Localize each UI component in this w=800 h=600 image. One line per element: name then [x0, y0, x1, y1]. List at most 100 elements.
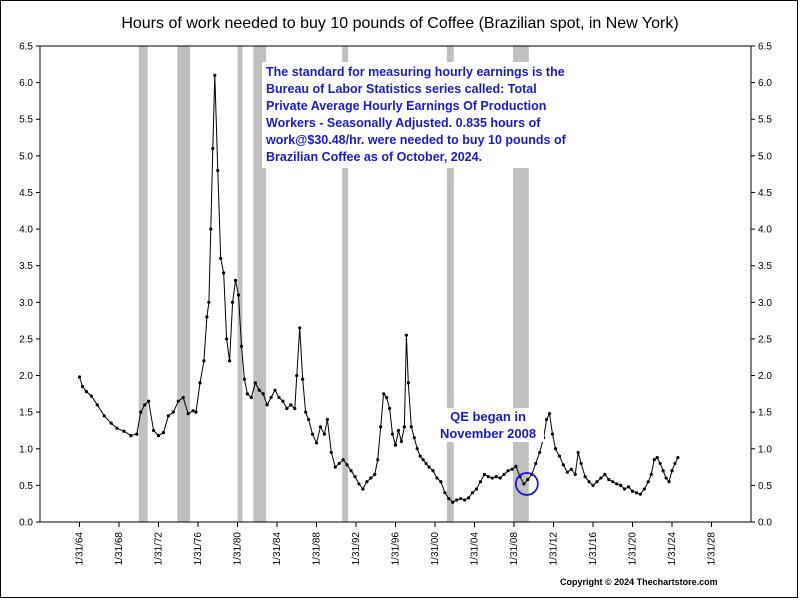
data-point	[245, 392, 249, 396]
data-point	[285, 406, 289, 411]
data-point	[379, 425, 383, 429]
data-point	[510, 467, 514, 471]
x-tick-label: 1/31/72	[154, 532, 165, 566]
y-tick-label-left: 4.5	[19, 188, 33, 199]
annotation-note: The standard for measuring hourly earnin…	[262, 62, 580, 168]
data-point	[176, 399, 180, 403]
x-tick-label: 1/31/80	[233, 532, 244, 566]
data-point	[623, 487, 627, 491]
data-point	[393, 443, 398, 447]
y-tick-label-left: 3.5	[19, 261, 33, 272]
data-point	[396, 428, 401, 433]
data-point	[490, 476, 494, 480]
data-point	[599, 476, 603, 480]
x-tick-label: 1/31/84	[272, 532, 283, 566]
y-tick-label-left: 2.0	[19, 371, 33, 382]
data-point	[307, 417, 311, 422]
x-tick-label: 1/31/16	[588, 532, 599, 566]
data-point	[619, 483, 623, 487]
data-point	[191, 409, 195, 413]
x-tick-label: 1/31/64	[75, 532, 86, 566]
data-point	[329, 450, 333, 455]
y-tick-label-right: 3.5	[758, 261, 772, 272]
data-point	[494, 474, 498, 479]
data-point	[233, 278, 238, 282]
data-point	[565, 470, 569, 474]
data-point	[474, 487, 479, 491]
data-point	[151, 428, 156, 433]
data-point	[298, 326, 302, 330]
data-point	[676, 455, 680, 460]
data-point	[482, 472, 486, 476]
y-tick-label-left: 1.0	[19, 444, 33, 455]
x-tick-label: 1/31/24	[667, 532, 678, 566]
data-point	[289, 403, 293, 407]
data-point	[365, 480, 369, 484]
y-tick-label-right: 1.5	[758, 408, 772, 419]
data-point	[538, 450, 542, 455]
data-point	[293, 406, 297, 411]
recession-band-2	[177, 46, 191, 522]
data-point	[115, 426, 119, 430]
data-point	[139, 410, 143, 414]
y-tick-label-right: 6.0	[758, 78, 772, 89]
x-tick-label: 1/31/20	[628, 532, 639, 566]
data-point	[587, 480, 591, 484]
data-point	[333, 465, 337, 469]
data-point	[569, 467, 573, 471]
y-tick-label-left: 5.0	[19, 151, 33, 162]
data-point	[273, 388, 277, 392]
data-point	[337, 461, 341, 466]
data-point	[402, 425, 406, 429]
data-point	[102, 414, 106, 418]
data-point	[295, 373, 299, 378]
data-point	[310, 432, 315, 436]
data-point	[186, 412, 190, 416]
y-tick-label-left: 6.5	[19, 42, 33, 53]
data-point	[664, 476, 668, 480]
data-point	[387, 406, 392, 411]
data-point	[451, 500, 455, 504]
data-point	[470, 491, 475, 495]
data-point	[89, 394, 93, 398]
data-point	[269, 395, 273, 400]
data-point	[202, 359, 206, 363]
data-point	[281, 399, 285, 403]
x-tick-label: 1/31/92	[351, 532, 362, 566]
data-point	[373, 472, 377, 476]
data-point	[547, 412, 552, 416]
y-tick-label-left: 5.5	[19, 115, 33, 126]
data-point	[261, 392, 265, 396]
data-point	[595, 480, 599, 484]
y-axis-right: 0.0 0.5 1.0 1.5 2.0 2.5 3.0 3.5 4.0 4.5 5.0 5.5 6.0 6…	[751, 42, 772, 529]
data-point	[253, 381, 257, 385]
data-point	[147, 399, 151, 403]
data-point	[658, 461, 662, 466]
y-tick-label-right: 0.0	[758, 518, 772, 529]
data-point	[421, 458, 425, 462]
data-point	[603, 472, 607, 476]
annotation-qe-label: QE began in November 2008	[432, 408, 544, 442]
data-point	[77, 375, 82, 379]
data-point	[318, 425, 323, 429]
data-point	[345, 463, 349, 467]
data-point	[249, 395, 253, 400]
data-point	[661, 469, 665, 473]
data-point	[591, 483, 595, 487]
data-point	[478, 480, 483, 484]
x-axis: 1/31/64 1/31/68 1/31/72 1/31/76 1/31/80 1/31/…	[75, 522, 718, 565]
data-point	[439, 480, 443, 484]
data-point	[652, 458, 656, 462]
data-point	[314, 441, 319, 445]
data-point	[431, 469, 435, 473]
data-point	[80, 384, 85, 389]
data-point	[301, 377, 305, 381]
data-point	[412, 436, 416, 440]
y-tick-label-right: 5.0	[758, 151, 772, 162]
data-point	[181, 395, 185, 400]
recession-band-6	[446, 46, 454, 522]
data-point	[242, 377, 247, 381]
data-point	[353, 474, 357, 479]
data-point	[207, 300, 211, 304]
data-point	[194, 410, 198, 414]
